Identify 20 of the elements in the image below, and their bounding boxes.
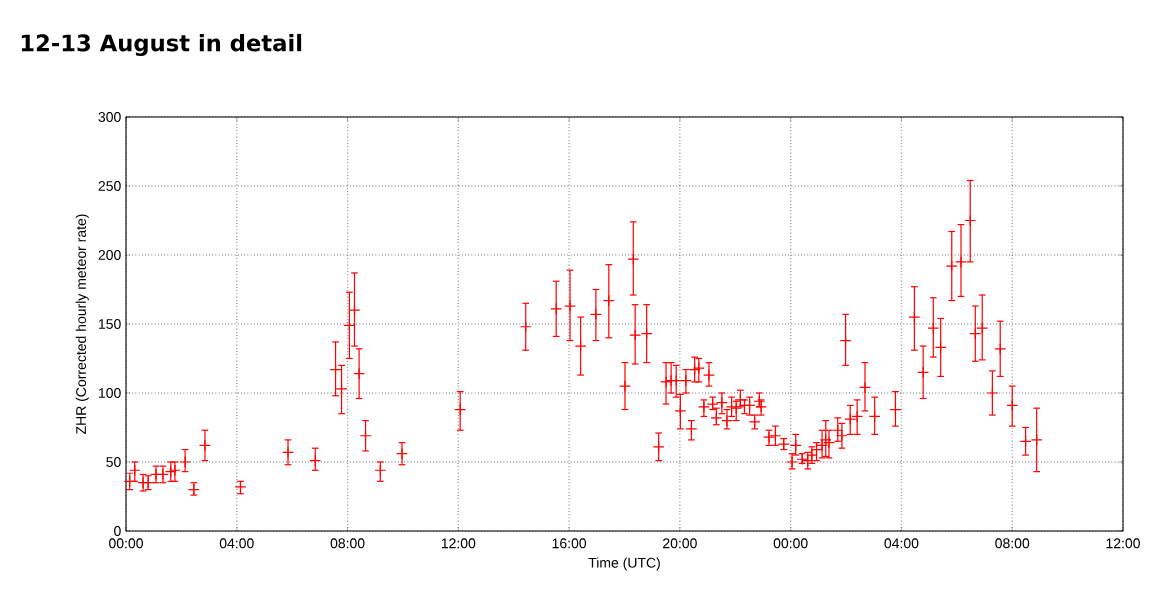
- y-tick-label: 200: [98, 250, 121, 260]
- x-tick-label: 16:00: [552, 538, 587, 549]
- x-tick-label: 20:00: [663, 538, 697, 549]
- x-tick-label: 00:00: [109, 538, 143, 549]
- chart-title: 12-13 August in detail: [21, 33, 302, 57]
- x-tick-label: 04:00: [219, 538, 254, 549]
- x-tick-label: 04:00: [884, 538, 919, 549]
- x-tick-label: 08:00: [995, 538, 1030, 549]
- y-tick-label: 250: [98, 181, 121, 191]
- x-tick-label: 08:00: [330, 538, 365, 549]
- x-tick-label: 00:00: [773, 538, 808, 549]
- y-tick-label: 100: [99, 388, 121, 398]
- y-tick-label: 300: [98, 112, 121, 122]
- y-axis-title: ZHR (Corrected hourly meteor rate): [75, 214, 89, 435]
- x-tick-label: 12:00: [441, 538, 476, 549]
- y-tick-label: 50: [106, 457, 121, 467]
- y-tick-label: 0: [114, 526, 121, 536]
- x-axis-title: Time (UTC): [588, 557, 660, 571]
- y-tick-label: 150: [99, 319, 121, 329]
- x-tick-label: 12:00: [1106, 538, 1140, 549]
